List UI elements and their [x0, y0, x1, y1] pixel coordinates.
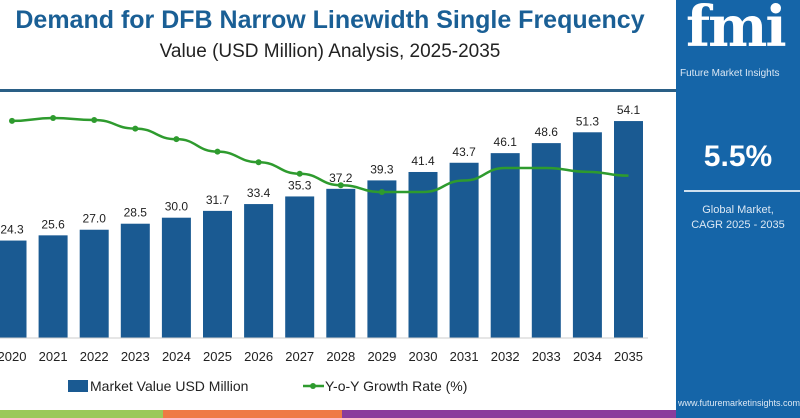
- x-tick-label: 2032: [491, 349, 520, 364]
- bar-value-label: 25.6: [41, 217, 65, 231]
- bar-value-label: 48.6: [535, 125, 559, 139]
- bar-value-label: 41.4: [411, 154, 435, 168]
- caption-line2: CAGR 2025 - 2035: [691, 219, 785, 231]
- growth-point: [337, 182, 344, 189]
- bar-value-label: 31.7: [206, 193, 230, 207]
- bar-value-label: 43.7: [452, 145, 476, 159]
- x-tick-label: 2022: [80, 349, 109, 364]
- cagr-value: 5.5%: [703, 140, 773, 173]
- bar: [408, 171, 438, 338]
- bar: [38, 235, 68, 338]
- growth-point: [9, 117, 15, 124]
- x-tick-label: 2024: [162, 349, 191, 364]
- bar: [449, 162, 479, 338]
- bar: [614, 121, 643, 339]
- bar-value-label: 54.1: [617, 103, 641, 117]
- x-tick-label: 2026: [244, 349, 273, 364]
- growth-point: [214, 148, 221, 155]
- growth-line: [11, 116, 629, 194]
- bar: [367, 180, 397, 338]
- bar: [326, 188, 356, 338]
- legend-bar-label: Market Value USD Million: [90, 378, 248, 394]
- logo-text: Future Market Insights: [680, 68, 780, 79]
- caption-line1: Global Market,: [702, 204, 774, 216]
- bottom-bar-green: [0, 410, 163, 418]
- bar-value-label: 33.4: [247, 186, 271, 200]
- x-tick-label: 2027: [285, 349, 314, 364]
- bar: [79, 229, 109, 338]
- bar: [285, 196, 315, 338]
- growth-point: [296, 170, 303, 177]
- growth-point: [50, 115, 57, 122]
- legend-bar-swatch: [68, 380, 88, 392]
- x-tick-label: 2030: [409, 349, 438, 364]
- x-tick-label: 2033: [532, 349, 561, 364]
- x-tick-label: 2021: [39, 349, 68, 364]
- bar-value-label: 27.0: [83, 212, 107, 226]
- bar: [203, 210, 232, 338]
- bar: [531, 143, 561, 338]
- bar-value-label: 35.3: [288, 178, 312, 192]
- website-url[interactable]: www.futuremarketinsights.com: [678, 398, 800, 408]
- panel-divider: [684, 190, 800, 192]
- bar-value-label: 24.3: [0, 223, 24, 237]
- chart: 24.3 2020 25.6 2021 27.0 2022 28.5 2023 30.0 2024…: [0, 103, 648, 394]
- bar-value-label: 39.3: [370, 162, 394, 176]
- legend-line-marker: [310, 383, 316, 389]
- growth-point: [255, 159, 262, 166]
- bar: [244, 204, 274, 338]
- x-tick-label: 2031: [450, 349, 479, 364]
- x-tick-label: 2020: [0, 349, 26, 364]
- info-panel: fmi Future Market Insights 5.5% Global M…: [676, 0, 800, 418]
- legend-line-label: Y-o-Y Growth Rate (%): [325, 378, 467, 394]
- bar: [572, 132, 602, 338]
- bar-value-label: 37.2: [329, 171, 353, 185]
- bar: [0, 240, 27, 338]
- chart-title: Demand for DFB Narrow Linewidth Single F…: [15, 6, 645, 34]
- growth-point: [378, 189, 385, 196]
- x-tick-label: 2029: [367, 349, 396, 364]
- bottom-bar-purple: [342, 410, 676, 418]
- growth-point: [132, 125, 139, 132]
- x-tick-label: 2028: [326, 349, 355, 364]
- x-tick-label: 2034: [573, 349, 602, 364]
- bar-value-label: 51.3: [576, 114, 600, 128]
- bar: [120, 223, 150, 338]
- fmi-logo: fmi: [686, 0, 787, 60]
- bar: [490, 153, 520, 338]
- bar-value-label: 30.0: [165, 200, 189, 214]
- cagr-caption: Global Market, CAGR 2025 - 2035: [676, 203, 800, 233]
- bottom-bar-orange: [163, 410, 342, 418]
- x-tick-label: 2025: [203, 349, 232, 364]
- chart-subtitle: Value (USD Million) Analysis, 2025-2035: [159, 41, 501, 62]
- divider: [0, 89, 676, 92]
- growth-point: [91, 116, 98, 123]
- x-tick-label: 2035: [614, 349, 643, 364]
- bar: [161, 217, 191, 338]
- growth-point: [173, 136, 180, 143]
- bar-value-label: 28.5: [124, 206, 148, 220]
- x-tick-label: 2023: [121, 349, 150, 364]
- bar-value-label: 46.1: [494, 135, 518, 149]
